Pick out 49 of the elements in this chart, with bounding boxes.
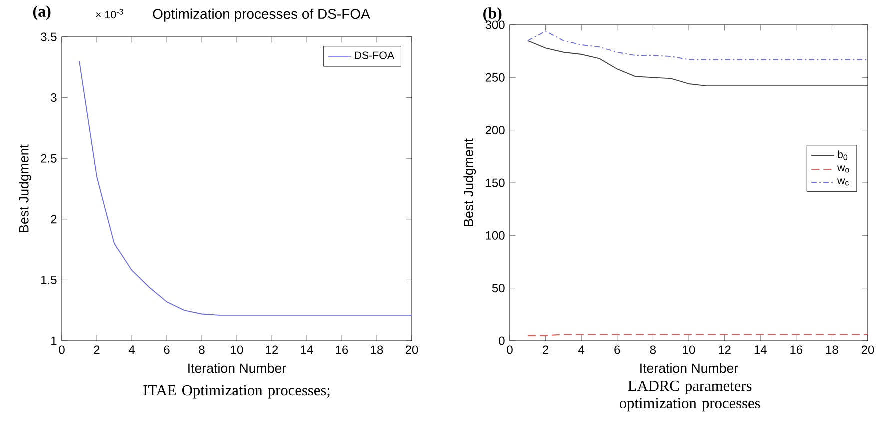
y-tick-label: 50 bbox=[492, 284, 505, 293]
x-tick-label: 6 bbox=[614, 346, 620, 354]
y-tick-label: 1 bbox=[52, 336, 57, 346]
x-tick-label: 16 bbox=[790, 346, 803, 354]
legend-label: b$_{0}$ bbox=[838, 150, 848, 160]
x-tick-label: 0 bbox=[507, 346, 513, 354]
legend-label: DS-FOA bbox=[355, 52, 395, 60]
y-tick-label: 100 bbox=[486, 231, 505, 240]
y-tick-label: 300 bbox=[486, 20, 505, 30]
x-tick-label: 8 bbox=[650, 346, 656, 354]
x-tick-label: 4 bbox=[128, 346, 135, 354]
x-tick-label: 4 bbox=[578, 346, 585, 354]
x-tick-label: 0 bbox=[59, 346, 65, 354]
x-tick-label: 12 bbox=[266, 346, 278, 354]
y-axis-title: Best Judgment bbox=[19, 144, 32, 232]
y-tick-label: 200 bbox=[486, 126, 505, 135]
legend-label: w$_{c}$ bbox=[837, 178, 849, 186]
text: × 10$^{-3}$ bbox=[96, 9, 124, 19]
x-tick-label: 2 bbox=[543, 346, 549, 354]
x-tick-label: 14 bbox=[754, 346, 767, 354]
legend-label: w$_{o}$ bbox=[837, 166, 850, 173]
x-tick-label: 16 bbox=[336, 346, 348, 354]
x-axis-title: Iteration Number bbox=[640, 363, 738, 374]
x-tick-label: 10 bbox=[683, 346, 696, 354]
y-tick-label: 2.5 bbox=[41, 154, 57, 163]
text: ITAE Optimization processes; bbox=[144, 385, 330, 399]
y-tick-label: 250 bbox=[486, 73, 505, 82]
x-tick-label: 20 bbox=[862, 346, 874, 354]
x-tick-label: 12 bbox=[719, 346, 731, 354]
y-tick-label: 0 bbox=[499, 336, 505, 346]
y-axis-title: Best Judgment bbox=[464, 138, 476, 226]
x-tick-label: 18 bbox=[826, 346, 838, 354]
y-tick-label: 3 bbox=[51, 94, 57, 102]
text: (a) bbox=[33, 6, 51, 20]
x-tick-label: 20 bbox=[406, 346, 418, 354]
y-tick-label: 2 bbox=[51, 215, 57, 224]
x-tick-label: 14 bbox=[301, 346, 314, 354]
y-tick-label: 1.5 bbox=[42, 276, 57, 284]
x-axis-title: Iteration Number bbox=[188, 363, 286, 374]
text: LADRC parameters optimization processes bbox=[620, 380, 760, 412]
y-tick-label: 150 bbox=[486, 178, 505, 188]
chart-title: Optimization processes of DS-FOA bbox=[153, 8, 370, 22]
x-tick-label: 2 bbox=[94, 346, 100, 354]
x-tick-label: 8 bbox=[199, 346, 205, 354]
x-tick-label: 18 bbox=[371, 346, 384, 354]
text: (b) bbox=[484, 8, 502, 22]
x-tick-label: 10 bbox=[231, 346, 244, 354]
x-tick-label: 6 bbox=[164, 346, 170, 354]
y-tick-label: 3.5 bbox=[41, 32, 57, 42]
